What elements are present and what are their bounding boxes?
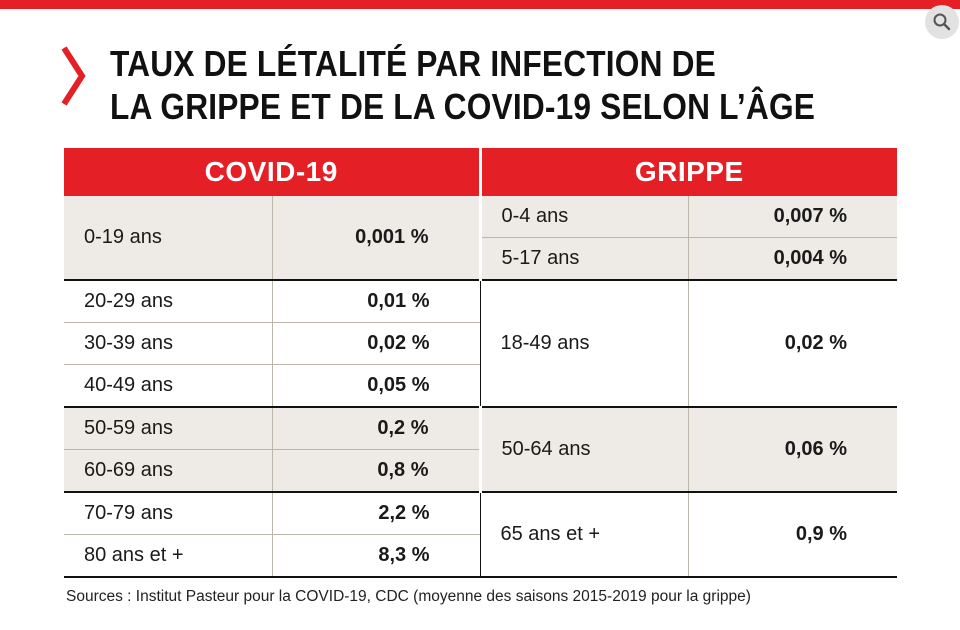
covid-age-cell: 50-59 ans — [64, 406, 273, 450]
grippe-header: GRIPPE — [478, 148, 897, 196]
top-accent-bar — [0, 0, 960, 9]
covid-age-cell: 20-29 ans — [64, 279, 273, 323]
covid-rate-cell: 0,8 % — [272, 449, 480, 492]
title-line-2: LA GRIPPE ET DE LA COVID-19 SELON L’ÂGE — [110, 86, 816, 127]
covid-rate-cell: 2,2 % — [272, 491, 480, 535]
grippe-rate-cell: 0,06 % — [688, 406, 897, 492]
grippe-age-cell: 50-64 ans — [478, 406, 689, 492]
page-title: TAUX DE LÉTALITÉ PAR INFECTION DE LA GRI… — [110, 42, 832, 128]
covid-rate-cell: 0,05 % — [272, 364, 480, 407]
covid-age-cell: 60-69 ans — [64, 449, 273, 492]
covid-age-cell: 70-79 ans — [64, 491, 273, 535]
grippe-rate-cell: 0,02 % — [688, 279, 897, 407]
grippe-rate-cell: 0,004 % — [688, 237, 897, 280]
grippe-age-cell: 18-49 ans — [479, 279, 689, 407]
red-chevron-icon — [61, 46, 86, 106]
covid-rate-cell: 0,2 % — [272, 406, 480, 450]
covid-age-cell: 40-49 ans — [64, 364, 273, 407]
sources-note: Sources : Institut Pasteur pour la COVID… — [66, 588, 751, 605]
covid-age-cell: 0-19 ans — [64, 196, 273, 280]
lethality-table: COVID-19 GRIPPE 0-19 ans 0,001 % 0-4 ans… — [64, 148, 897, 578]
grippe-rate-cell: 0,9 % — [688, 491, 897, 578]
covid-age-cell: 30-39 ans — [64, 322, 273, 365]
covid-rate-cell: 0,01 % — [272, 279, 480, 323]
zoom-button[interactable] — [925, 5, 959, 39]
covid-rate-cell: 0,001 % — [272, 196, 480, 280]
grippe-age-cell: 0-4 ans — [478, 196, 689, 238]
covid-rate-cell: 8,3 % — [272, 534, 480, 578]
title-line-1: TAUX DE LÉTALITÉ PAR INFECTION DE — [110, 43, 716, 84]
grippe-age-cell: 5-17 ans — [478, 237, 689, 280]
covid-header: COVID-19 — [64, 148, 480, 196]
grippe-rate-cell: 0,007 % — [688, 196, 897, 238]
covid-age-cell: 80 ans et + — [64, 534, 273, 578]
covid-rate-cell: 0,02 % — [272, 322, 480, 365]
zoom-icon — [933, 13, 951, 31]
grippe-age-cell: 65 ans et + — [479, 491, 689, 578]
